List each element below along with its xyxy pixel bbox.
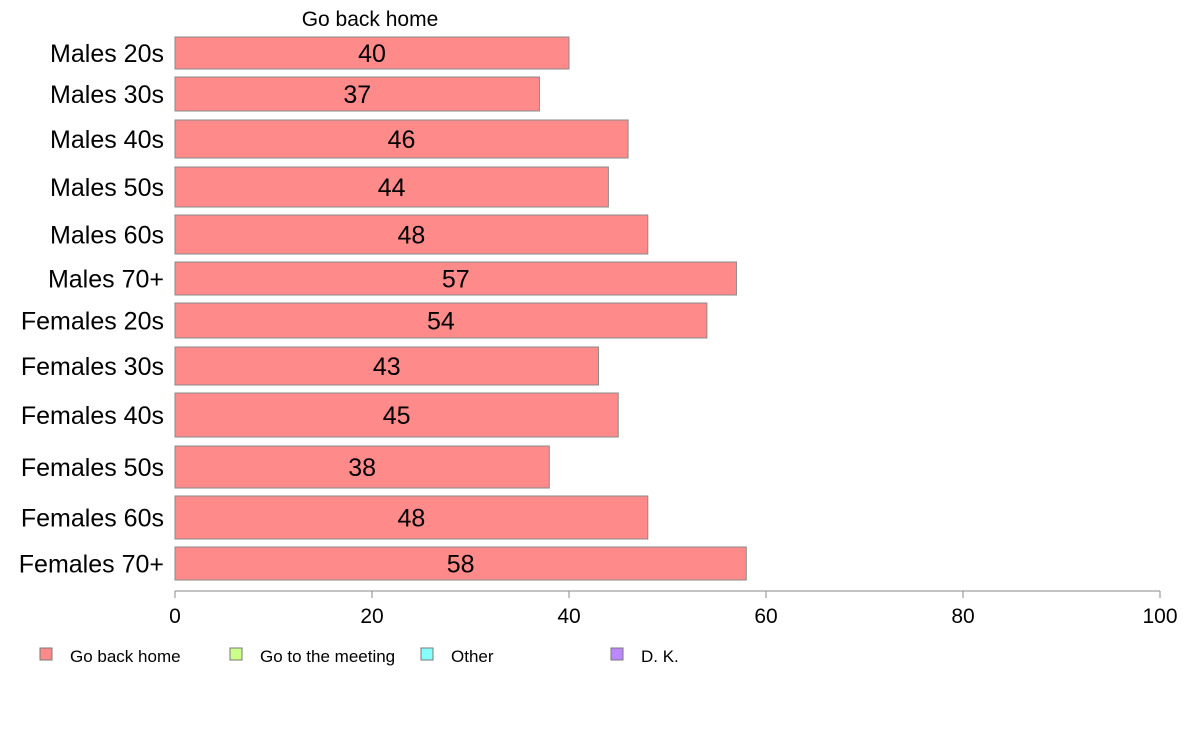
bar	[174, 445, 550, 489]
bars-layer: 40 Males 20s 37 Males 30s 46 Males 40s 44 Males…	[19, 36, 747, 581]
bar-value-label: 45	[383, 402, 411, 430]
bar-value-label: 37	[343, 81, 371, 109]
bar	[174, 119, 629, 159]
x-tick-label: 20	[360, 605, 383, 628]
bar-value-label: 54	[427, 308, 455, 336]
category-label: Males 70+	[48, 266, 164, 294]
bar	[174, 346, 600, 386]
bar	[174, 214, 649, 255]
category-label: Males 30s	[50, 81, 164, 109]
category-label: Females 60s	[21, 505, 164, 533]
bar-value-label: 57	[442, 266, 470, 294]
bar-value-label: 40	[358, 40, 386, 68]
x-tick-label: 80	[951, 605, 974, 628]
legend-label: Other	[451, 647, 494, 666]
legend: Go back home Go to the meeting Other D. K.	[39, 647, 679, 666]
legend-label: Go to the meeting	[260, 647, 395, 666]
category-label: Females 40s	[21, 402, 164, 430]
category-label: Females 20s	[21, 308, 164, 336]
chart-title: Go back home	[302, 8, 439, 31]
category-label: Females 70+	[19, 551, 164, 579]
category-label: Females 50s	[21, 454, 164, 482]
legend-swatch	[610, 647, 624, 661]
bar	[174, 302, 708, 339]
bar	[174, 36, 570, 70]
bar-value-label: 38	[348, 454, 376, 482]
bar-value-label: 58	[447, 551, 475, 579]
category-label: Females 30s	[21, 353, 164, 381]
legend-label: D. K.	[641, 647, 679, 666]
category-label: Males 40s	[50, 126, 164, 154]
x-tick-label: 40	[557, 605, 580, 628]
bar-value-label: 48	[397, 222, 425, 250]
bar	[174, 495, 649, 540]
x-axis: 0 20 40 60 80 100	[169, 590, 1178, 628]
category-label: Males 50s	[50, 174, 164, 202]
category-label: Males 60s	[50, 222, 164, 250]
x-tick-label: 0	[169, 605, 181, 628]
bar-value-label: 44	[378, 174, 406, 202]
legend-label: Go back home	[70, 647, 181, 666]
x-tick-label: 100	[1142, 605, 1177, 628]
legend-swatch	[39, 647, 53, 661]
bar	[174, 76, 540, 112]
bar	[174, 392, 619, 438]
bar-value-label: 46	[388, 126, 416, 154]
bar-value-label: 48	[397, 505, 425, 533]
bar-value-label: 43	[373, 353, 401, 381]
legend-swatch	[229, 647, 243, 661]
bar	[174, 261, 737, 296]
category-label: Males 20s	[50, 40, 164, 68]
bar	[174, 166, 609, 208]
bar	[174, 546, 747, 581]
x-tick-label: 60	[754, 605, 777, 628]
legend-swatch	[420, 647, 434, 661]
